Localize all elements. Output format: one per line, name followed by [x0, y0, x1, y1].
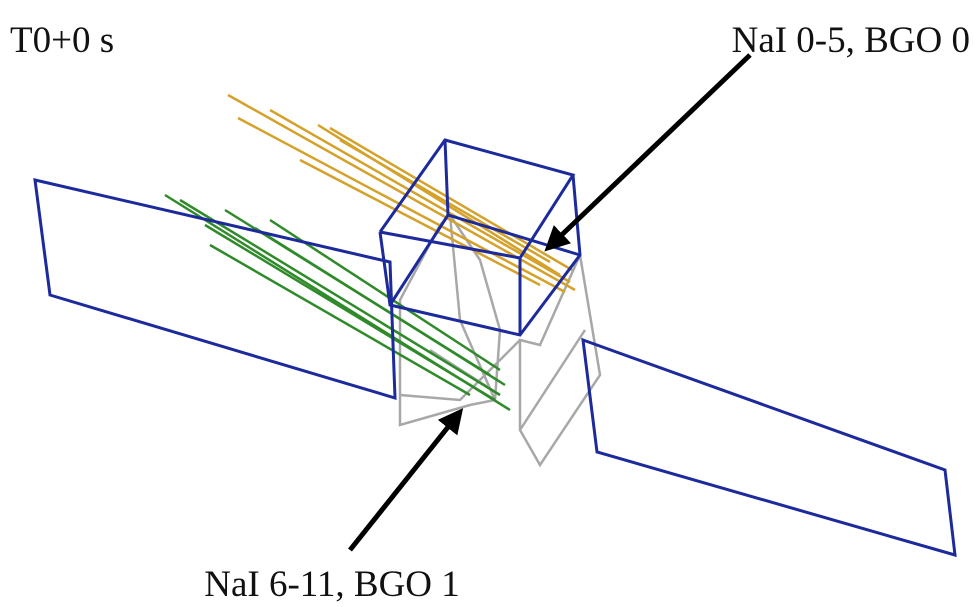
time-label: T0+0 s [10, 20, 114, 61]
arrow-bottom [348, 408, 464, 552]
orange-rays [227, 93, 576, 294]
detector-cube [378, 138, 582, 337]
left-solar-panel [33, 178, 397, 401]
arrow-top [544, 53, 752, 252]
bottom-detector-label: NaI 6-11, BGO 1 [204, 564, 460, 605]
green-rays [164, 193, 511, 412]
right-solar-panel [581, 337, 957, 558]
top-detector-label: NaI 0-5, BGO 0 [732, 20, 970, 61]
